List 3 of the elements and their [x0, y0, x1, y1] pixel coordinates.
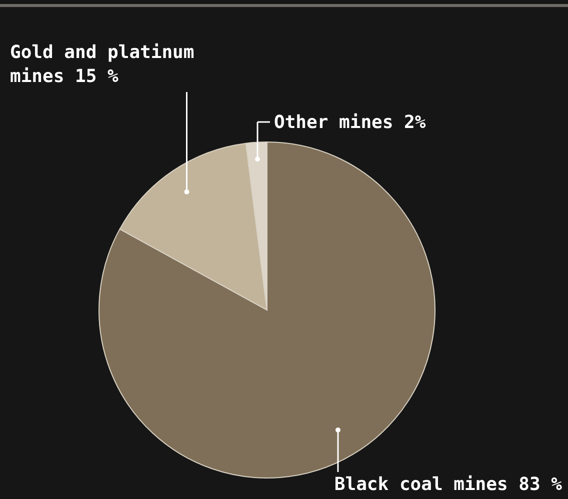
slice-label: Gold and platinum mines 15 % — [10, 42, 194, 87]
slice-label: Other mines 2% — [274, 112, 426, 133]
slice-label: Black coal mines 83 % — [334, 474, 562, 495]
